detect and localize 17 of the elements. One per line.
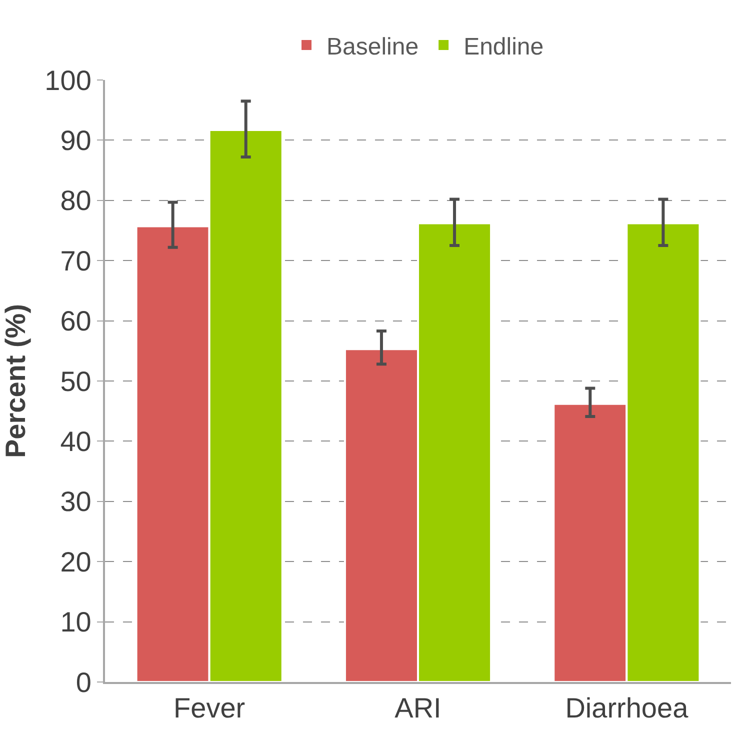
y-tick-label: 20 xyxy=(60,546,92,578)
y-tick-label: 80 xyxy=(60,185,92,216)
y-tick-label: 10 xyxy=(60,606,92,638)
y-tick-label: 100 xyxy=(44,64,92,96)
y-tick-label: 90 xyxy=(60,125,92,156)
y-tick-label: 30 xyxy=(60,486,92,518)
y-tick-label: 50 xyxy=(60,366,92,397)
x-tick-label: ARI xyxy=(394,692,442,724)
y-tick-label: 60 xyxy=(60,306,92,337)
y-tick-label: 70 xyxy=(60,245,92,276)
y-axis-title: Percent (%) xyxy=(0,304,31,458)
x-tick-label: Diarrhoea xyxy=(565,692,689,724)
legend-label: Baseline xyxy=(326,33,419,60)
x-tick-label: Fever xyxy=(174,692,246,724)
y-tick-label: 0 xyxy=(76,666,92,698)
y-tick-label: 40 xyxy=(60,426,92,457)
legend-label: Endline xyxy=(464,33,544,60)
